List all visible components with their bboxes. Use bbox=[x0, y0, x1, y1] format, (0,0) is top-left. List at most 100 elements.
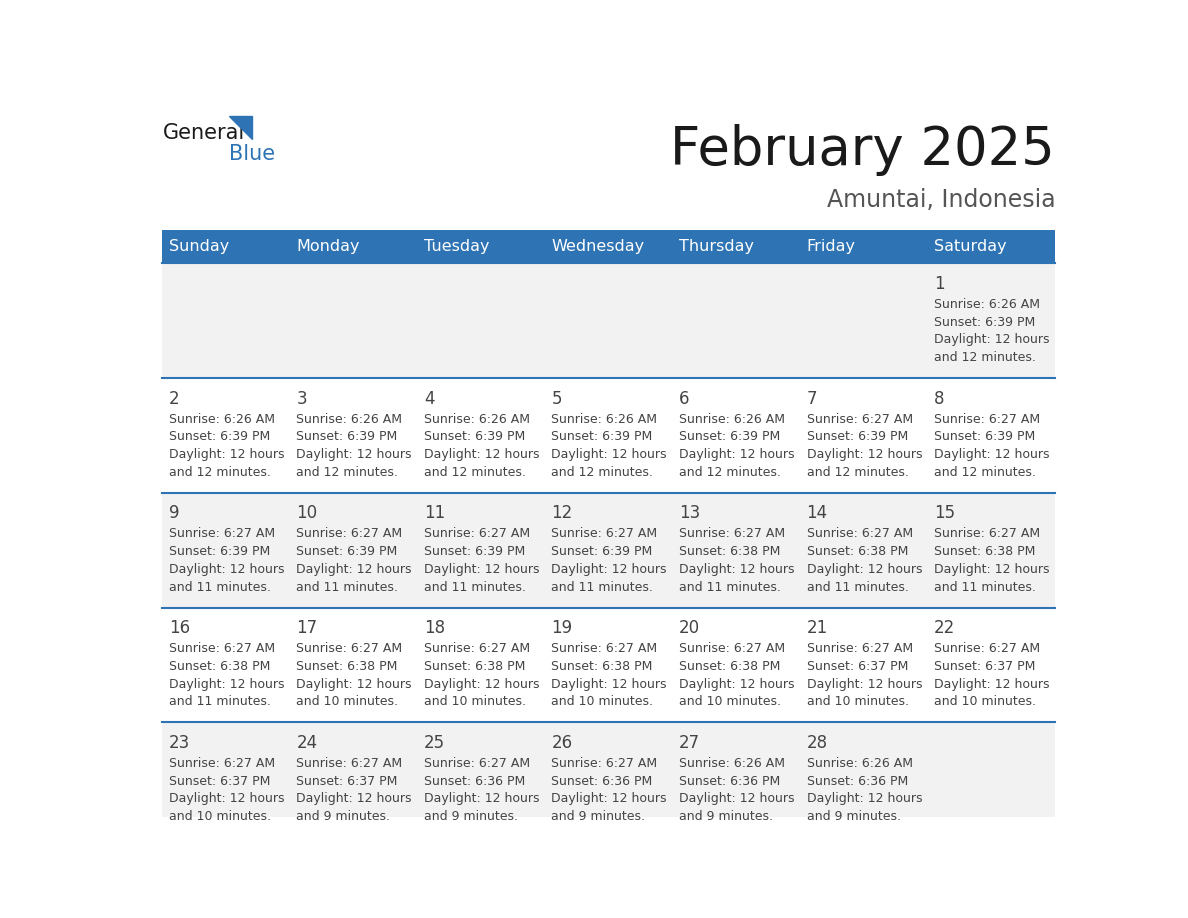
Text: and 10 minutes.: and 10 minutes. bbox=[934, 695, 1036, 709]
Text: Sunrise: 6:26 AM: Sunrise: 6:26 AM bbox=[296, 412, 403, 426]
Text: and 9 minutes.: and 9 minutes. bbox=[680, 810, 773, 823]
Text: Daylight: 12 hours: Daylight: 12 hours bbox=[807, 448, 922, 461]
Text: Sunrise: 6:27 AM: Sunrise: 6:27 AM bbox=[934, 642, 1041, 655]
Text: Daylight: 12 hours: Daylight: 12 hours bbox=[807, 792, 922, 805]
Text: 25: 25 bbox=[424, 733, 446, 752]
Text: Sunset: 6:37 PM: Sunset: 6:37 PM bbox=[807, 660, 908, 673]
Polygon shape bbox=[229, 117, 252, 140]
Text: Sunset: 6:37 PM: Sunset: 6:37 PM bbox=[934, 660, 1036, 673]
Text: and 10 minutes.: and 10 minutes. bbox=[296, 695, 398, 709]
Text: General: General bbox=[163, 123, 245, 143]
Text: 1: 1 bbox=[934, 274, 944, 293]
Text: Amuntai, Indonesia: Amuntai, Indonesia bbox=[827, 188, 1055, 212]
Text: and 11 minutes.: and 11 minutes. bbox=[169, 580, 271, 594]
Text: Daylight: 12 hours: Daylight: 12 hours bbox=[169, 563, 284, 576]
Text: 14: 14 bbox=[807, 504, 828, 522]
Text: 6: 6 bbox=[680, 389, 689, 408]
Text: Sunrise: 6:27 AM: Sunrise: 6:27 AM bbox=[424, 756, 530, 769]
Text: Sunset: 6:37 PM: Sunset: 6:37 PM bbox=[296, 775, 398, 788]
Text: and 11 minutes.: and 11 minutes. bbox=[807, 580, 909, 594]
Text: Sunrise: 6:27 AM: Sunrise: 6:27 AM bbox=[551, 527, 658, 541]
Text: Daylight: 12 hours: Daylight: 12 hours bbox=[934, 563, 1049, 576]
Text: 22: 22 bbox=[934, 619, 955, 637]
Text: and 11 minutes.: and 11 minutes. bbox=[296, 580, 398, 594]
Text: 11: 11 bbox=[424, 504, 446, 522]
Text: 15: 15 bbox=[934, 504, 955, 522]
Text: Sunset: 6:39 PM: Sunset: 6:39 PM bbox=[551, 431, 652, 443]
Text: Sunrise: 6:27 AM: Sunrise: 6:27 AM bbox=[551, 642, 658, 655]
Text: and 9 minutes.: and 9 minutes. bbox=[296, 810, 391, 823]
Text: Daylight: 12 hours: Daylight: 12 hours bbox=[551, 792, 666, 805]
Text: Tuesday: Tuesday bbox=[424, 239, 489, 254]
Text: Daylight: 12 hours: Daylight: 12 hours bbox=[680, 448, 795, 461]
Text: and 12 minutes.: and 12 minutes. bbox=[169, 466, 271, 479]
Text: Sunset: 6:39 PM: Sunset: 6:39 PM bbox=[934, 316, 1035, 329]
Text: and 9 minutes.: and 9 minutes. bbox=[424, 810, 518, 823]
Text: and 10 minutes.: and 10 minutes. bbox=[551, 695, 653, 709]
Text: 7: 7 bbox=[807, 389, 817, 408]
Text: and 12 minutes.: and 12 minutes. bbox=[934, 466, 1036, 479]
Text: and 9 minutes.: and 9 minutes. bbox=[551, 810, 645, 823]
Text: Sunday: Sunday bbox=[169, 239, 229, 254]
Text: and 10 minutes.: and 10 minutes. bbox=[680, 695, 781, 709]
Text: Sunrise: 6:27 AM: Sunrise: 6:27 AM bbox=[296, 527, 403, 541]
Bar bbox=[163, 493, 1055, 608]
Text: Sunrise: 6:27 AM: Sunrise: 6:27 AM bbox=[169, 527, 274, 541]
Text: Sunset: 6:36 PM: Sunset: 6:36 PM bbox=[551, 775, 652, 788]
Text: Sunset: 6:38 PM: Sunset: 6:38 PM bbox=[169, 660, 270, 673]
Text: Daylight: 12 hours: Daylight: 12 hours bbox=[424, 448, 539, 461]
Text: Sunset: 6:39 PM: Sunset: 6:39 PM bbox=[169, 545, 270, 558]
Text: Thursday: Thursday bbox=[680, 239, 754, 254]
Text: Daylight: 12 hours: Daylight: 12 hours bbox=[296, 563, 412, 576]
Text: Daylight: 12 hours: Daylight: 12 hours bbox=[169, 677, 284, 690]
Text: Daylight: 12 hours: Daylight: 12 hours bbox=[169, 792, 284, 805]
Text: Sunrise: 6:27 AM: Sunrise: 6:27 AM bbox=[934, 527, 1041, 541]
Text: Sunset: 6:39 PM: Sunset: 6:39 PM bbox=[807, 431, 908, 443]
Text: 5: 5 bbox=[551, 389, 562, 408]
Text: Daylight: 12 hours: Daylight: 12 hours bbox=[680, 677, 795, 690]
Text: Sunrise: 6:26 AM: Sunrise: 6:26 AM bbox=[169, 412, 274, 426]
Text: Sunset: 6:39 PM: Sunset: 6:39 PM bbox=[934, 431, 1035, 443]
Text: 26: 26 bbox=[551, 733, 573, 752]
Text: 18: 18 bbox=[424, 619, 446, 637]
Text: Sunrise: 6:26 AM: Sunrise: 6:26 AM bbox=[680, 412, 785, 426]
Text: 3: 3 bbox=[296, 389, 307, 408]
Text: Sunrise: 6:27 AM: Sunrise: 6:27 AM bbox=[807, 527, 912, 541]
Text: Sunset: 6:39 PM: Sunset: 6:39 PM bbox=[551, 545, 652, 558]
Text: and 11 minutes.: and 11 minutes. bbox=[551, 580, 653, 594]
Text: Sunset: 6:37 PM: Sunset: 6:37 PM bbox=[169, 775, 270, 788]
Text: Sunset: 6:39 PM: Sunset: 6:39 PM bbox=[680, 431, 781, 443]
Text: and 11 minutes.: and 11 minutes. bbox=[169, 695, 271, 709]
Text: 4: 4 bbox=[424, 389, 435, 408]
Text: 20: 20 bbox=[680, 619, 700, 637]
Text: Sunrise: 6:26 AM: Sunrise: 6:26 AM bbox=[551, 412, 657, 426]
Text: Sunset: 6:39 PM: Sunset: 6:39 PM bbox=[424, 431, 525, 443]
Text: Sunrise: 6:27 AM: Sunrise: 6:27 AM bbox=[169, 756, 274, 769]
Text: Daylight: 12 hours: Daylight: 12 hours bbox=[934, 333, 1049, 346]
Text: and 11 minutes.: and 11 minutes. bbox=[934, 580, 1036, 594]
Text: 12: 12 bbox=[551, 504, 573, 522]
Text: Sunset: 6:39 PM: Sunset: 6:39 PM bbox=[296, 431, 398, 443]
Text: Sunrise: 6:27 AM: Sunrise: 6:27 AM bbox=[424, 642, 530, 655]
Text: and 12 minutes.: and 12 minutes. bbox=[934, 352, 1036, 364]
Text: Sunrise: 6:27 AM: Sunrise: 6:27 AM bbox=[296, 642, 403, 655]
Text: 19: 19 bbox=[551, 619, 573, 637]
Text: Sunset: 6:38 PM: Sunset: 6:38 PM bbox=[296, 660, 398, 673]
Text: Daylight: 12 hours: Daylight: 12 hours bbox=[551, 448, 666, 461]
Text: Saturday: Saturday bbox=[934, 239, 1006, 254]
Text: Sunset: 6:36 PM: Sunset: 6:36 PM bbox=[680, 775, 781, 788]
Text: Sunrise: 6:27 AM: Sunrise: 6:27 AM bbox=[807, 412, 912, 426]
Text: Sunset: 6:39 PM: Sunset: 6:39 PM bbox=[169, 431, 270, 443]
Text: Daylight: 12 hours: Daylight: 12 hours bbox=[424, 563, 539, 576]
Text: 17: 17 bbox=[296, 619, 317, 637]
Text: Sunrise: 6:27 AM: Sunrise: 6:27 AM bbox=[934, 412, 1041, 426]
Text: Sunset: 6:38 PM: Sunset: 6:38 PM bbox=[551, 660, 653, 673]
Text: February 2025: February 2025 bbox=[670, 124, 1055, 175]
Text: 10: 10 bbox=[296, 504, 317, 522]
Text: Daylight: 12 hours: Daylight: 12 hours bbox=[807, 677, 922, 690]
Text: 9: 9 bbox=[169, 504, 179, 522]
Text: 28: 28 bbox=[807, 733, 828, 752]
Text: Daylight: 12 hours: Daylight: 12 hours bbox=[296, 448, 412, 461]
Text: Daylight: 12 hours: Daylight: 12 hours bbox=[296, 792, 412, 805]
Text: Friday: Friday bbox=[807, 239, 855, 254]
